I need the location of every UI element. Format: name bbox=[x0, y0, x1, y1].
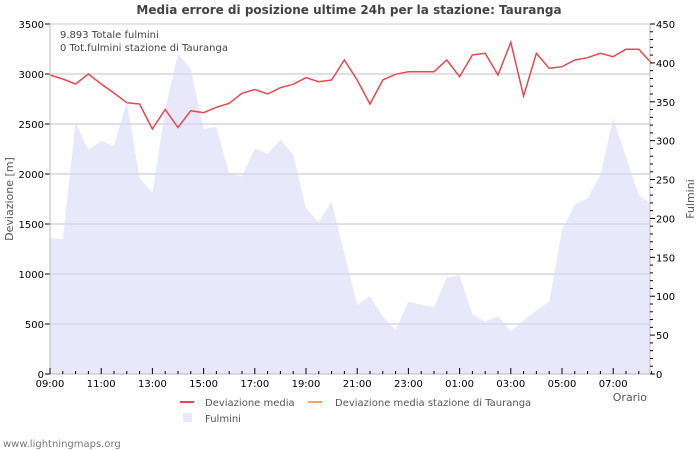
y2-tick-label: 350 bbox=[656, 98, 675, 109]
y2-tick-label: 50 bbox=[656, 331, 669, 342]
y-axis-label: Deviazione [m] bbox=[3, 157, 16, 241]
y-tick-label: 3000 bbox=[19, 70, 44, 81]
y2-tick-label: 400 bbox=[656, 59, 675, 70]
x-tick-label: 03:00 bbox=[496, 379, 525, 390]
fulmini-area bbox=[50, 53, 652, 374]
x-tick-label: 17:00 bbox=[240, 379, 269, 390]
x-tick-label: 23:00 bbox=[394, 379, 423, 390]
y2-tick-label: 150 bbox=[656, 253, 675, 264]
x-tick-label: 21:00 bbox=[343, 379, 372, 390]
y2-tick-label: 200 bbox=[656, 214, 675, 225]
x-tick-label: 05:00 bbox=[548, 379, 577, 390]
y2-axis-label: Fulmini bbox=[684, 179, 697, 219]
x-tick-label: 19:00 bbox=[292, 379, 321, 390]
x-tick-label: 11:00 bbox=[87, 379, 116, 390]
y-tick-label: 1500 bbox=[19, 220, 44, 231]
x-tick-label: 13:00 bbox=[138, 379, 167, 390]
y2-tick-label: 0 bbox=[656, 370, 662, 381]
x-tick-label: 01:00 bbox=[445, 379, 474, 390]
x-tick-label: 07:00 bbox=[599, 379, 628, 390]
y2-tick-label: 100 bbox=[656, 292, 675, 303]
y-tick-label: 2500 bbox=[19, 120, 44, 131]
legend-label-deviazione-media: Deviazione media bbox=[205, 398, 295, 409]
y-tick-label: 1000 bbox=[19, 270, 44, 281]
annotation-station: 0 Tot.fulmini stazione di Tauranga bbox=[60, 43, 228, 54]
y-tick-label: 0 bbox=[38, 370, 44, 381]
y2-tick-label: 250 bbox=[656, 176, 675, 187]
x-tick-label: 09:00 bbox=[36, 379, 65, 390]
annotation-total: 9.893 Totale fulmini bbox=[60, 30, 159, 41]
legend-swatch-deviazione-stazione bbox=[308, 401, 322, 403]
deviazione-media-line bbox=[49, 39, 653, 131]
legend-label-deviazione-stazione: Deviazione media stazione di Tauranga bbox=[335, 398, 531, 409]
footer-credit: www.lightningmaps.org bbox=[3, 439, 121, 450]
legend-label-fulmini: Fulmini bbox=[205, 414, 241, 425]
x-axis-label: Orario bbox=[613, 391, 648, 404]
legend: Deviazione media Deviazione media stazio… bbox=[180, 398, 531, 425]
chart-title: Media errore di posizione ultime 24h per… bbox=[136, 3, 561, 17]
legend-swatch-fulmini bbox=[183, 413, 192, 422]
y-tick-label: 3500 bbox=[19, 20, 44, 31]
x-tick-label: 15:00 bbox=[189, 379, 218, 390]
y2-tick-label: 300 bbox=[656, 137, 675, 148]
legend-swatch-deviazione-media bbox=[180, 401, 194, 403]
y-tick-label: 2000 bbox=[19, 170, 44, 181]
y2-tick-label: 450 bbox=[656, 20, 675, 31]
y-tick-label: 500 bbox=[25, 320, 44, 331]
